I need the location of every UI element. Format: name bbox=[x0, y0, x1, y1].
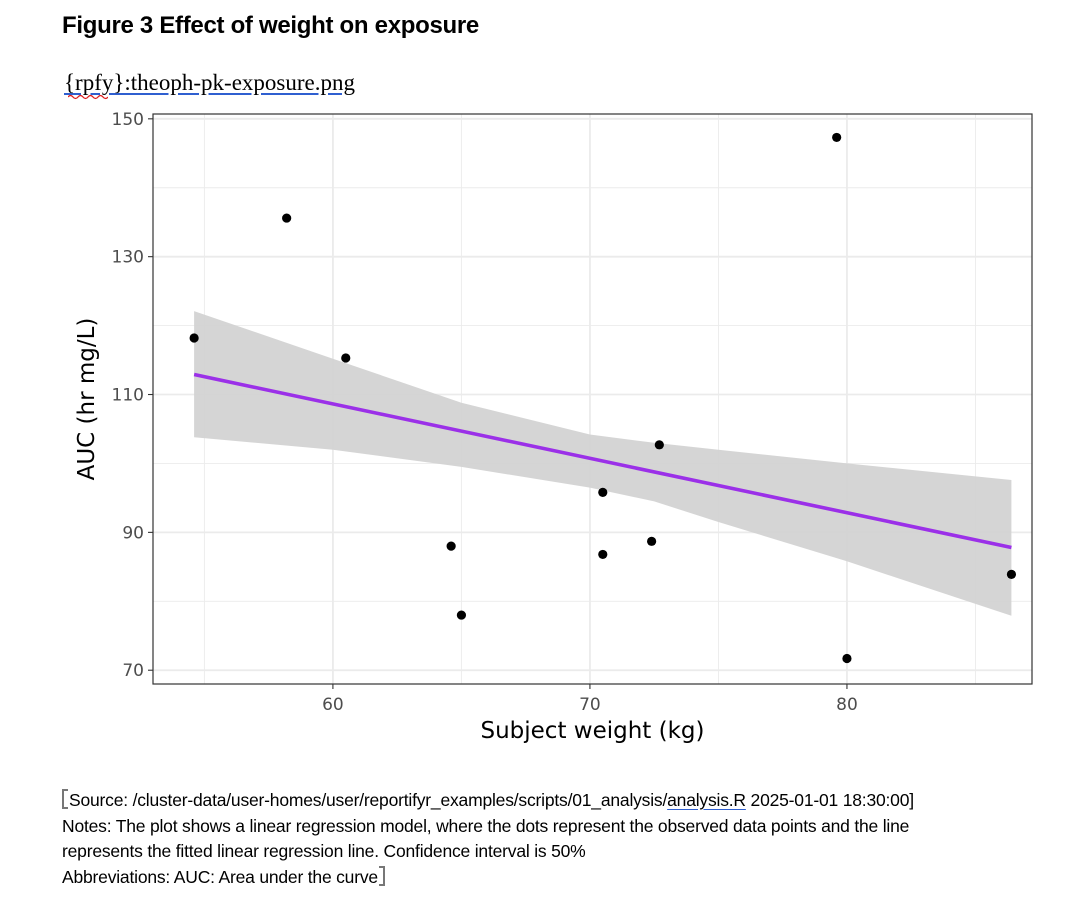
data-point bbox=[842, 653, 852, 664]
data-point bbox=[647, 536, 657, 546]
x-tick-label: 80 bbox=[836, 695, 858, 715]
bracket-right-icon bbox=[378, 865, 385, 886]
x-tick-label: 60 bbox=[322, 695, 344, 715]
source-line: Source: /cluster-data/user-homes/user/re… bbox=[62, 788, 1022, 814]
figure-filename-reference[interactable]: {rpfy}:theoph-pk-exposure.png bbox=[64, 70, 355, 100]
bracket-left-icon bbox=[62, 789, 68, 809]
notes-line-1: Notes: The plot shows a linear regressio… bbox=[62, 815, 910, 836]
data-point bbox=[654, 440, 664, 450]
x-axis-label: Subject weight (kg) bbox=[480, 718, 704, 744]
plot-panel-border bbox=[152, 113, 1033, 685]
data-point bbox=[1006, 569, 1017, 580]
y-tick-label: 70 bbox=[122, 661, 144, 681]
x-tick-label: 70 bbox=[579, 695, 601, 715]
y-tick-label: 110 bbox=[112, 386, 144, 406]
source-file-link[interactable]: analysis.R bbox=[667, 790, 746, 810]
data-point bbox=[446, 541, 456, 551]
data-point bbox=[456, 610, 467, 620]
confidence-band bbox=[194, 311, 1012, 616]
data-point bbox=[832, 132, 842, 143]
source-suffix: 2025-01-01 18:30:00] bbox=[745, 790, 915, 810]
y-tick-label: 130 bbox=[112, 248, 144, 268]
abbreviations-text: Abbreviations: AUC: Area under the curve bbox=[62, 866, 378, 887]
data-point bbox=[282, 213, 292, 223]
chart-axes: 60 70 80 70 90 110 130 150 bbox=[112, 110, 858, 715]
data-point bbox=[189, 333, 199, 343]
notes-line-2: represents the fitted linear regression … bbox=[62, 841, 586, 861]
spellcheck-squiggle-icon bbox=[68, 94, 108, 100]
data-point bbox=[598, 549, 608, 560]
y-tick-label: 90 bbox=[122, 523, 144, 543]
figure-footnotes: Source: /cluster-data/user-homes/user/re… bbox=[62, 788, 1022, 890]
y-tick-label: 150 bbox=[112, 110, 144, 130]
regression-line bbox=[193, 372, 1012, 550]
y-axis-label: AUC (hr mg/L) bbox=[74, 318, 100, 481]
data-point bbox=[341, 353, 351, 363]
abbreviations-line: Abbreviations: AUC: Area under the curve bbox=[62, 865, 1022, 891]
data-points bbox=[189, 132, 1017, 664]
data-point bbox=[598, 487, 608, 497]
figure-title: Figure 3 Effect of weight on exposure bbox=[62, 12, 479, 39]
filename-text: {rpfy}:theoph-pk-exposure.png bbox=[64, 70, 355, 95]
source-prefix: Source: /cluster-data/user-homes/user/re… bbox=[69, 790, 668, 810]
